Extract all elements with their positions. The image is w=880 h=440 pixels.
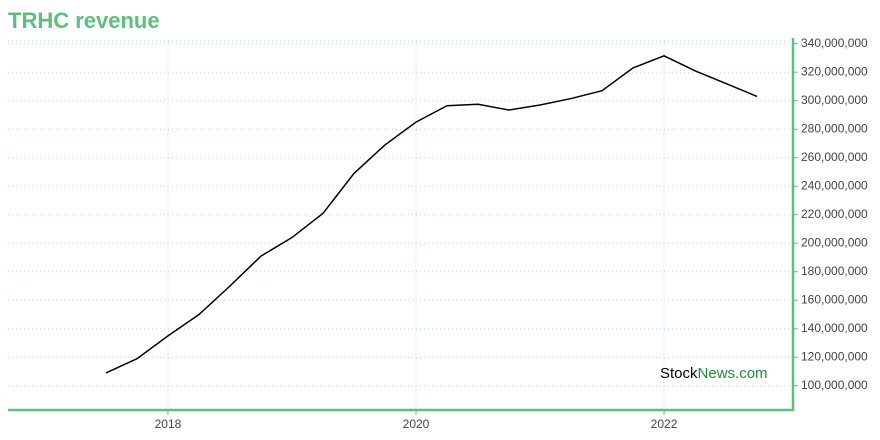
x-tick-label: 2022 [651, 417, 678, 431]
y-tick-label: 200,000,000 [801, 235, 868, 249]
y-tick-label: 340,000,000 [801, 36, 868, 50]
line [105, 54, 758, 374]
watermark-stock: Stock [660, 365, 698, 382]
y-tick-label: 160,000,000 [801, 292, 868, 306]
y-tick-label: 180,000,000 [801, 264, 868, 278]
y-tick-label: 280,000,000 [801, 121, 868, 135]
chart-title: TRHC revenue [8, 8, 160, 33]
y-tick-label: 300,000,000 [801, 93, 868, 107]
y-tick-label: 220,000,000 [801, 207, 868, 221]
watermark-news: News.com [698, 365, 768, 382]
x-tick-label: 2020 [403, 417, 430, 431]
y-tick-label: 260,000,000 [801, 150, 868, 164]
y-tick-label: 320,000,000 [801, 64, 868, 78]
watermark: StockNews.com [660, 365, 768, 382]
y-tick-label: 100,000,000 [801, 378, 868, 392]
y-tick-label: 240,000,000 [801, 178, 868, 192]
y-tick-label: 140,000,000 [801, 321, 868, 335]
y-tick-label: 120,000,000 [801, 349, 868, 363]
plot: 100,000,000 120,000,000 140,000,000 160,000… [8, 36, 868, 431]
x-tick-label: 2018 [155, 417, 182, 431]
